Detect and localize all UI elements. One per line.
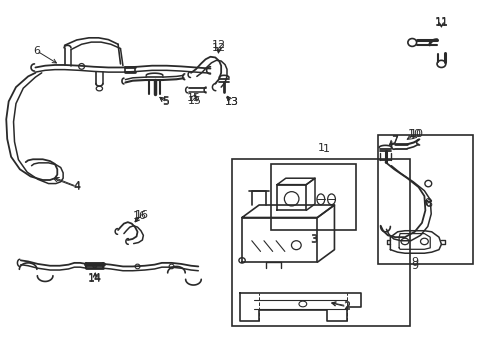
Bar [377,135,472,264]
Text: 14: 14 [88,273,102,283]
Text: 13: 13 [224,97,238,107]
Text: 12: 12 [212,43,226,53]
Ellipse shape [93,264,97,268]
Text: 15: 15 [187,96,202,106]
Text: 8: 8 [425,199,432,209]
Text: 4: 4 [73,181,80,192]
Text: 5: 5 [162,96,168,107]
Text: 4: 4 [73,182,80,192]
Text: 11: 11 [433,18,447,28]
Bar [271,164,356,230]
Text: 10: 10 [409,129,423,139]
Text: 1: 1 [322,144,329,154]
Text: 3: 3 [310,235,317,245]
Text: 6: 6 [33,46,40,56]
Text: 3: 3 [310,234,317,244]
Text: 13: 13 [224,97,238,107]
Text: 15: 15 [186,93,200,103]
Text: 1: 1 [317,143,324,153]
Text: 8: 8 [424,198,431,208]
Bar [232,158,409,327]
Text: 10: 10 [407,129,421,139]
Text: 14: 14 [88,274,102,284]
Text: 9: 9 [410,257,417,267]
Text: 5: 5 [162,97,169,107]
Text: 9: 9 [410,261,417,271]
Text: 2: 2 [343,302,349,312]
Text: 7: 7 [390,136,397,147]
Text: 11: 11 [433,17,447,27]
Text: 7: 7 [390,135,397,145]
Text: 2: 2 [343,301,349,311]
Text: 16: 16 [133,211,147,221]
Text: 16: 16 [134,210,148,220]
Text: 12: 12 [212,40,226,50]
